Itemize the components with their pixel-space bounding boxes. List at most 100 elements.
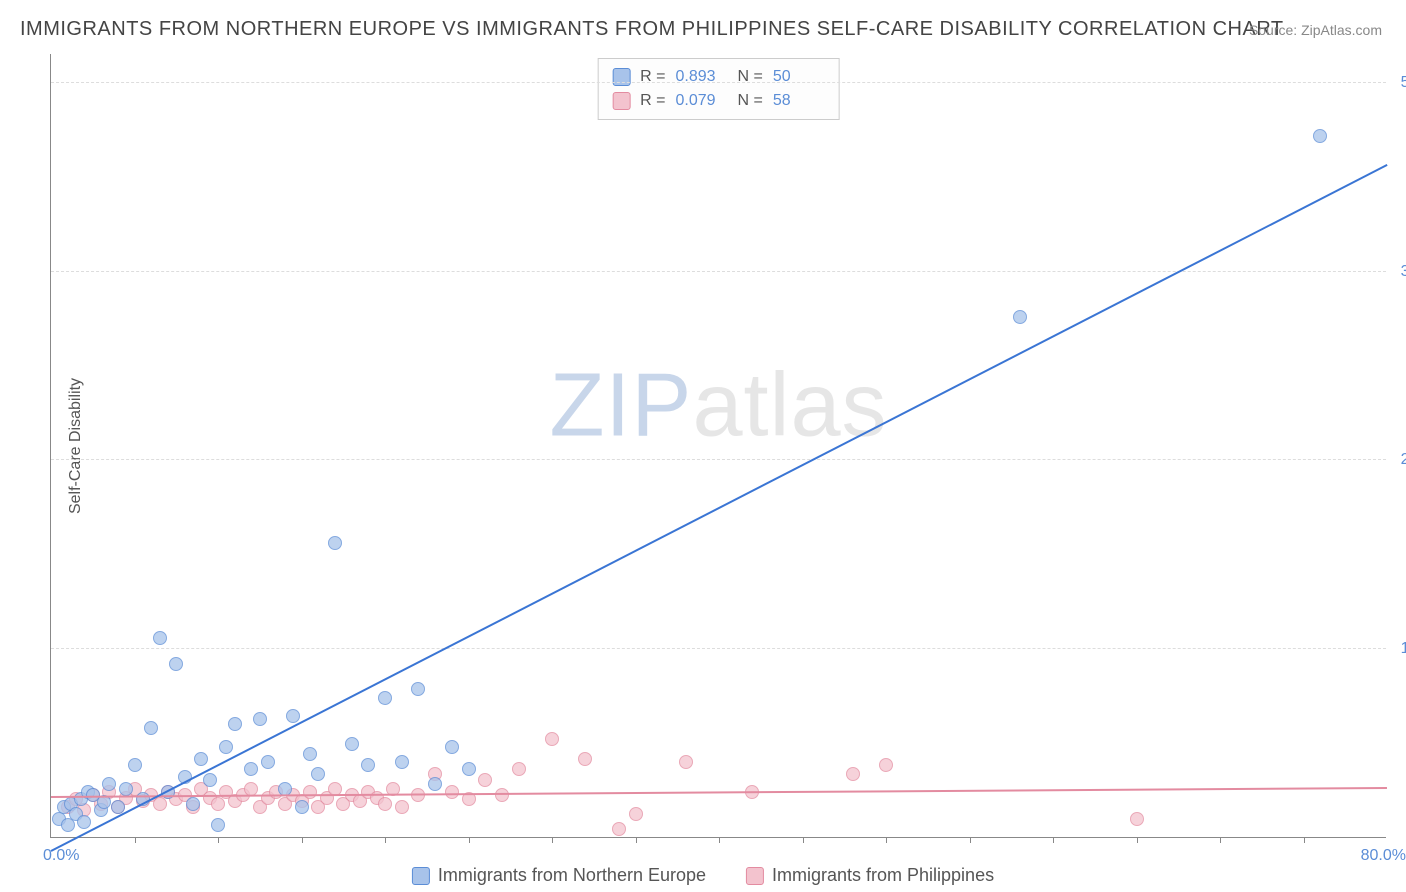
data-point-philippines [478, 773, 492, 787]
legend-item-northern-europe: Immigrants from Northern Europe [412, 865, 706, 886]
data-point-philippines [395, 800, 409, 814]
x-tick [218, 837, 219, 843]
legend-label-ph: Immigrants from Philippines [772, 865, 994, 886]
data-point-northern-europe [311, 767, 325, 781]
data-point-philippines [1130, 812, 1144, 826]
data-point-philippines [846, 767, 860, 781]
x-origin-label: 0.0% [43, 847, 79, 865]
x-tick [385, 837, 386, 843]
data-point-northern-europe [345, 737, 359, 751]
x-tick [1053, 837, 1054, 843]
x-tick [636, 837, 637, 843]
grid-line [51, 648, 1386, 649]
data-point-northern-europe [378, 691, 392, 705]
swatch-northern-europe [612, 68, 630, 86]
legend-r-label: R = [640, 89, 665, 113]
x-tick [970, 837, 971, 843]
watermark-atlas: atlas [692, 356, 887, 456]
x-tick [469, 837, 470, 843]
legend-label-ne: Immigrants from Northern Europe [438, 865, 706, 886]
data-point-northern-europe [119, 782, 133, 796]
data-point-northern-europe [303, 747, 317, 761]
data-point-philippines [629, 807, 643, 821]
scatter-plot: ZIPatlas R = 0.893 N = 50 R = 0.079 N = … [50, 54, 1386, 838]
x-tick [302, 837, 303, 843]
legend-n-label: N = [738, 89, 763, 113]
data-point-northern-europe [144, 721, 158, 735]
data-point-northern-europe [219, 740, 233, 754]
data-point-northern-europe [194, 752, 208, 766]
x-tick [719, 837, 720, 843]
data-point-northern-europe [428, 777, 442, 791]
watermark-zip: ZIP [549, 356, 692, 456]
data-point-northern-europe [411, 682, 425, 696]
legend-r-label: R = [640, 65, 665, 89]
data-point-northern-europe [462, 762, 476, 776]
data-point-northern-europe [1313, 129, 1327, 143]
x-tick [1220, 837, 1221, 843]
swatch-philippines [746, 867, 764, 885]
data-point-philippines [879, 758, 893, 772]
source-attribution: Source: ZipAtlas.com [1249, 22, 1382, 38]
swatch-northern-europe [412, 867, 430, 885]
y-tick-label: 12.5% [1392, 640, 1406, 658]
legend-n-label: N = [738, 65, 763, 89]
data-point-northern-europe [186, 797, 200, 811]
swatch-philippines [612, 92, 630, 110]
data-point-northern-europe [328, 536, 342, 550]
data-point-philippines [153, 797, 167, 811]
data-point-northern-europe [228, 717, 242, 731]
plot-container: ZIPatlas R = 0.893 N = 50 R = 0.079 N = … [50, 54, 1386, 838]
legend-item-philippines: Immigrants from Philippines [746, 865, 994, 886]
data-point-northern-europe [395, 755, 409, 769]
data-point-northern-europe [445, 740, 459, 754]
data-point-northern-europe [128, 758, 142, 772]
legend-n-value-ne: 50 [773, 65, 825, 89]
data-point-northern-europe [211, 818, 225, 832]
data-point-philippines [303, 785, 317, 799]
data-point-northern-europe [77, 815, 91, 829]
data-point-northern-europe [295, 800, 309, 814]
data-point-philippines [378, 797, 392, 811]
data-point-northern-europe [361, 758, 375, 772]
data-point-northern-europe [102, 777, 116, 791]
data-point-philippines [211, 797, 225, 811]
data-point-philippines [679, 755, 693, 769]
series-legend: Immigrants from Northern Europe Immigran… [412, 865, 994, 886]
x-tick [1304, 837, 1305, 843]
x-max-label: 80.0% [1361, 847, 1406, 865]
watermark: ZIPatlas [549, 355, 887, 458]
data-point-philippines [512, 762, 526, 776]
legend-r-value-ph: 0.079 [676, 89, 728, 113]
data-point-northern-europe [203, 773, 217, 787]
x-tick [1137, 837, 1138, 843]
legend-r-value-ne: 0.893 [676, 65, 728, 89]
y-tick-label: 50.0% [1392, 74, 1406, 92]
chart-title: IMMIGRANTS FROM NORTHERN EUROPE VS IMMIG… [20, 18, 1284, 41]
x-tick [135, 837, 136, 843]
grid-line [51, 82, 1386, 83]
trend-line-northern-europe [51, 164, 1388, 852]
data-point-northern-europe [286, 709, 300, 723]
data-point-northern-europe [1013, 310, 1027, 324]
legend-n-value-ph: 58 [773, 89, 825, 113]
x-tick [552, 837, 553, 843]
y-tick-label: 37.5% [1392, 263, 1406, 281]
y-tick-label: 25.0% [1392, 451, 1406, 469]
legend-row-philippines: R = 0.079 N = 58 [612, 89, 825, 113]
legend-row-northern-europe: R = 0.893 N = 50 [612, 65, 825, 89]
grid-line [51, 271, 1386, 272]
data-point-northern-europe [261, 755, 275, 769]
data-point-philippines [578, 752, 592, 766]
data-point-philippines [445, 785, 459, 799]
data-point-northern-europe [153, 631, 167, 645]
data-point-northern-europe [244, 762, 258, 776]
grid-line [51, 459, 1386, 460]
data-point-northern-europe [169, 657, 183, 671]
data-point-philippines [545, 732, 559, 746]
data-point-philippines [612, 822, 626, 836]
x-tick [803, 837, 804, 843]
x-tick [886, 837, 887, 843]
data-point-northern-europe [253, 712, 267, 726]
correlation-legend: R = 0.893 N = 50 R = 0.079 N = 58 [597, 58, 840, 120]
